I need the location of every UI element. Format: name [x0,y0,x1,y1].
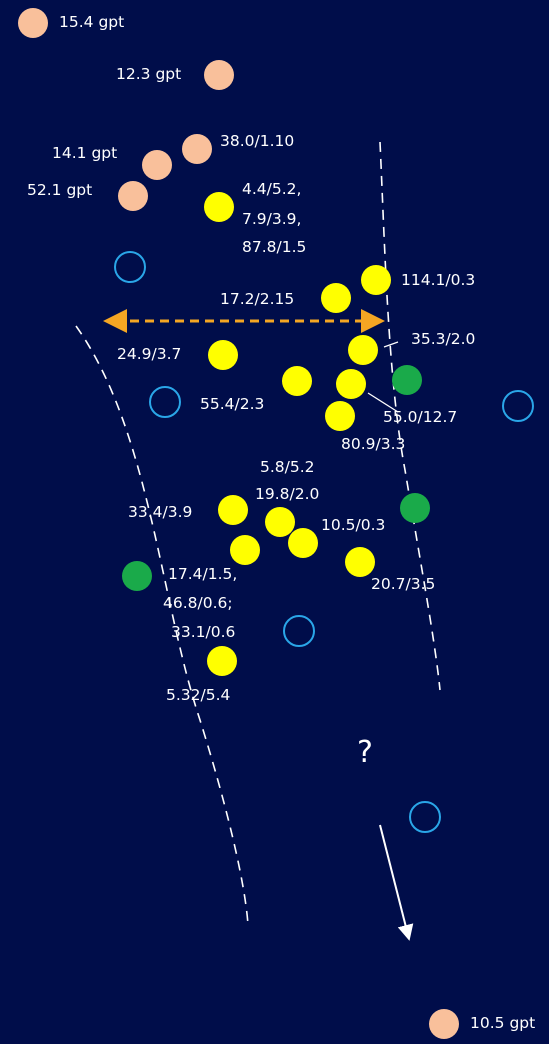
sample-label: 24.9/3.7 [117,345,182,363]
leader-line [367,392,399,413]
sample-label: 19.8/2.0 [255,485,320,503]
green-marker [400,493,430,523]
sample-label: 55.4/2.3 [200,395,265,413]
green-marker [392,365,422,395]
yellow-marker [345,547,375,577]
yellow-marker [361,265,391,295]
leader-line [383,341,399,348]
sample-label: 114.1/0.3 [401,271,476,289]
sample-label: 38.0/1.10 [220,132,295,150]
question-mark: ? [357,735,373,770]
right-boundary-line [379,141,441,691]
orange-marker [429,1009,459,1039]
yellow-marker [265,507,295,537]
grade-label: 12.3 gpt [116,65,182,83]
sample-label: 55.0/12.7 [383,408,458,426]
open-circle-marker [283,615,315,647]
open-circle-marker [502,390,534,422]
yellow-marker [288,528,318,558]
sample-label: 46.8/0.6; [163,594,233,612]
sample-label: 35.3/2.0 [411,330,476,348]
yellow-marker [208,340,238,370]
yellow-marker [218,495,248,525]
grade-label: 15.4 gpt [59,13,125,31]
yellow-marker [325,401,355,431]
sample-label: 7.9/3.9, [242,210,302,228]
direction-arrow [379,824,414,941]
green-marker [122,561,152,591]
sample-label: 4.4/5.2, [242,180,302,198]
yellow-marker [204,192,234,222]
yellow-marker [230,535,260,565]
left-boundary-line [75,325,249,926]
sample-label: 33.1/0.6 [171,623,236,641]
open-circle-marker [149,386,181,418]
orange-marker [182,134,212,164]
orange-marker [142,150,172,180]
sample-label: 80.9/3.3 [341,435,406,453]
grade-label: 10.5 gpt [470,1014,536,1032]
sample-label: 87.8/1.5 [242,238,307,256]
open-circle-marker [114,251,146,283]
orange-marker [118,181,148,211]
grade-label: 14.1 gpt [52,144,118,162]
yellow-marker [207,646,237,676]
yellow-marker [321,283,351,313]
sample-label: 20.7/3.5 [371,575,436,593]
open-circle-marker [409,801,441,833]
yellow-marker [348,335,378,365]
orange-marker [18,8,48,38]
sample-label: 10.5/0.3 [321,516,386,534]
sample-label: 17.4/1.5, [168,565,238,583]
grade-label: 52.1 gpt [27,181,93,199]
yellow-marker [282,366,312,396]
orange-marker [204,60,234,90]
sample-label: 5.8/5.2 [260,458,315,476]
sample-label: 17.2/2.15 [220,290,295,308]
sample-label: 5.32/5.4 [166,686,231,704]
yellow-marker [336,369,366,399]
sample-label: 33.4/3.9 [128,503,193,521]
